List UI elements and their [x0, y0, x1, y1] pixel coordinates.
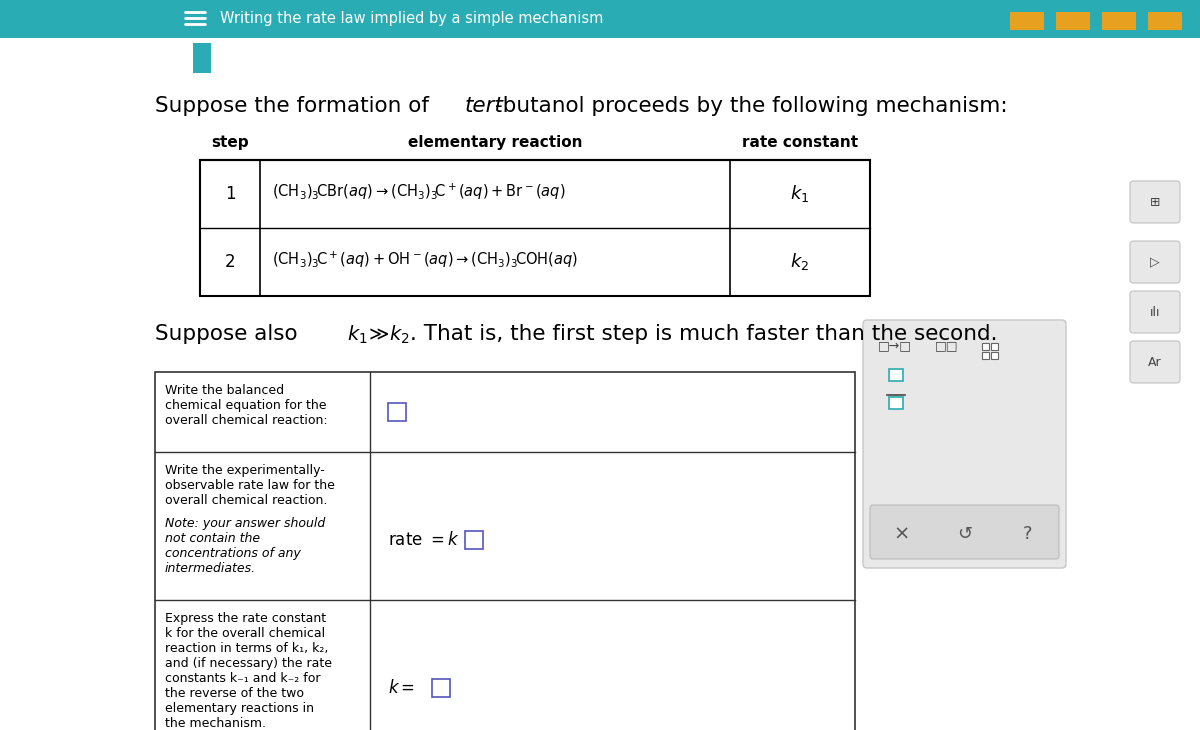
Bar: [1010, 12, 1044, 30]
Bar: [991, 343, 998, 350]
Text: overall chemical reaction:: overall chemical reaction:: [166, 414, 328, 427]
Text: $\left(\mathrm{CH_3}\right)_3\!\mathrm{C}^+(aq) + \mathrm{OH}^-(aq) \rightarrow : $\left(\mathrm{CH_3}\right)_3\!\mathrm{C…: [272, 250, 578, 270]
Text: ⊞: ⊞: [1150, 196, 1160, 209]
Bar: [889, 369, 904, 381]
Text: Ar: Ar: [1148, 356, 1162, 369]
Text: concentrations of any: concentrations of any: [166, 547, 301, 560]
Text: v: v: [198, 52, 206, 64]
Text: . That is, the first step is much faster than the second.: . That is, the first step is much faster…: [410, 324, 997, 344]
Text: observable rate law for the: observable rate law for the: [166, 479, 335, 492]
Text: Writing the rate law implied by a simple mechanism: Writing the rate law implied by a simple…: [220, 12, 604, 26]
Text: Suppose also: Suppose also: [155, 324, 305, 344]
Text: rate $= k$: rate $= k$: [388, 531, 460, 549]
Text: Suppose the formation of: Suppose the formation of: [155, 96, 436, 116]
Text: k for the overall chemical: k for the overall chemical: [166, 627, 325, 640]
FancyBboxPatch shape: [1130, 181, 1180, 223]
Text: ?: ?: [1022, 525, 1032, 543]
Bar: [0, 0, 1200, 38]
FancyBboxPatch shape: [1130, 291, 1180, 333]
Text: intermediates.: intermediates.: [166, 562, 256, 575]
Bar: [193, 43, 211, 73]
Text: overall chemical reaction.: overall chemical reaction.: [166, 494, 328, 507]
Text: reaction in terms of k₁, k₂,: reaction in terms of k₁, k₂,: [166, 642, 329, 655]
Text: elementary reactions in: elementary reactions in: [166, 702, 314, 715]
FancyBboxPatch shape: [1130, 341, 1180, 383]
Text: tert: tert: [466, 96, 504, 116]
Bar: [982, 352, 989, 359]
Text: constants k₋₁ and k₋₂ for: constants k₋₁ and k₋₂ for: [166, 672, 320, 685]
Bar: [200, 160, 870, 296]
Text: the reverse of the two: the reverse of the two: [166, 687, 304, 700]
Text: ↺: ↺: [958, 525, 972, 543]
Text: ▷: ▷: [1150, 255, 1160, 269]
Bar: [1056, 12, 1090, 30]
Text: step: step: [211, 135, 248, 150]
Text: 2: 2: [224, 253, 235, 271]
Text: the mechanism.: the mechanism.: [166, 717, 266, 730]
Text: elementary reaction: elementary reaction: [408, 135, 582, 150]
FancyBboxPatch shape: [1130, 241, 1180, 283]
Text: $\left(\mathrm{CH_3}\right)_3\!\mathrm{CBr}(aq) \rightarrow \left(\mathrm{CH_3}\: $\left(\mathrm{CH_3}\right)_3\!\mathrm{C…: [272, 182, 565, 202]
FancyBboxPatch shape: [870, 505, 1060, 559]
FancyBboxPatch shape: [863, 320, 1066, 568]
Text: chemical equation for the: chemical equation for the: [166, 399, 326, 412]
Bar: [432, 679, 450, 697]
Bar: [889, 397, 904, 409]
Text: ılı: ılı: [1150, 305, 1160, 318]
Bar: [991, 352, 998, 359]
Text: $k_1\!\gg\!k_2$: $k_1\!\gg\!k_2$: [347, 324, 409, 346]
Text: Note: your answer should: Note: your answer should: [166, 517, 325, 530]
Text: ×: ×: [894, 524, 910, 544]
Bar: [982, 343, 989, 350]
Text: $k_2$: $k_2$: [791, 252, 810, 272]
Bar: [388, 403, 406, 421]
Bar: [466, 531, 482, 549]
Text: Write the balanced: Write the balanced: [166, 384, 284, 397]
Text: $k = $: $k = $: [388, 679, 415, 697]
Text: 1: 1: [224, 185, 235, 203]
Text: and (if necessary) the rate: and (if necessary) the rate: [166, 657, 332, 670]
Bar: [1148, 12, 1182, 30]
Text: $k_1$: $k_1$: [791, 183, 810, 204]
Text: -butanol proceeds by the following mechanism:: -butanol proceeds by the following mecha…: [496, 96, 1008, 116]
Text: □□: □□: [935, 339, 959, 353]
Text: Express the rate constant: Express the rate constant: [166, 612, 326, 625]
Bar: [1102, 12, 1136, 30]
Text: rate constant: rate constant: [742, 135, 858, 150]
Text: Write the experimentally-: Write the experimentally-: [166, 464, 325, 477]
Bar: [155, 372, 854, 730]
Text: not contain the: not contain the: [166, 532, 260, 545]
Text: □→□: □→□: [878, 339, 912, 353]
